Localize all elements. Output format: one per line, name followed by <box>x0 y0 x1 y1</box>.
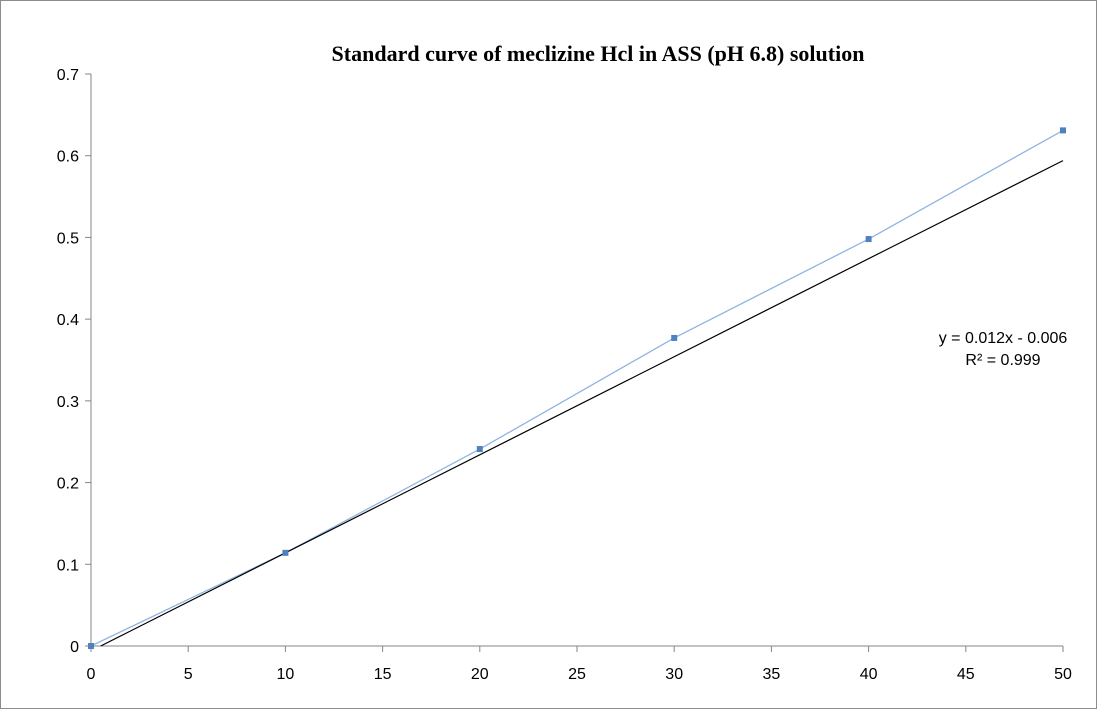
trendline-equation: y = 0.012x - 0.006 <box>939 330 1068 347</box>
x-tick-label: 40 <box>860 666 878 683</box>
data-point <box>476 446 483 453</box>
y-tick-label: 0.7 <box>57 67 79 84</box>
y-tick-label: 0.3 <box>57 394 79 411</box>
data-point <box>865 236 872 243</box>
data-point <box>282 549 289 556</box>
y-axis-ticks: 0 0.1 0.2 0.3 0.4 0.5 0.6 0.7 <box>57 67 91 656</box>
trendline <box>100 160 1064 647</box>
x-tick-label: 5 <box>184 666 193 683</box>
data-point <box>88 643 94 649</box>
x-tick-label: 30 <box>665 666 683 683</box>
data-point <box>671 334 678 341</box>
y-tick-label: 0.5 <box>57 230 79 247</box>
x-tick-label: 20 <box>471 666 489 683</box>
x-axis-ticks: 0 5 10 15 20 25 30 35 40 45 50 <box>87 646 1072 683</box>
x-tick-label: 45 <box>957 666 975 683</box>
y-tick-label: 0.6 <box>57 149 79 166</box>
y-tick-label: 0.1 <box>57 557 79 574</box>
r-squared-label: R² = 0.999 <box>965 352 1040 369</box>
x-tick-label: 25 <box>568 666 586 683</box>
x-tick-label: 50 <box>1054 666 1072 683</box>
y-tick-label: 0 <box>70 639 79 656</box>
x-tick-label: 10 <box>277 666 295 683</box>
trendline-layer <box>100 160 1064 647</box>
data-point <box>1060 127 1066 134</box>
series-layer <box>90 129 1064 647</box>
x-tick-label: 35 <box>763 666 781 683</box>
x-tick-label: 0 <box>87 666 96 683</box>
series-line <box>90 129 1064 647</box>
y-tick-label: 0.4 <box>57 312 79 329</box>
y-tick-label: 0.2 <box>57 476 79 493</box>
x-tick-label: 15 <box>374 666 392 683</box>
chart-title: Standard curve of meclizine Hcl in ASS (… <box>332 41 865 66</box>
data-markers <box>88 127 1066 649</box>
